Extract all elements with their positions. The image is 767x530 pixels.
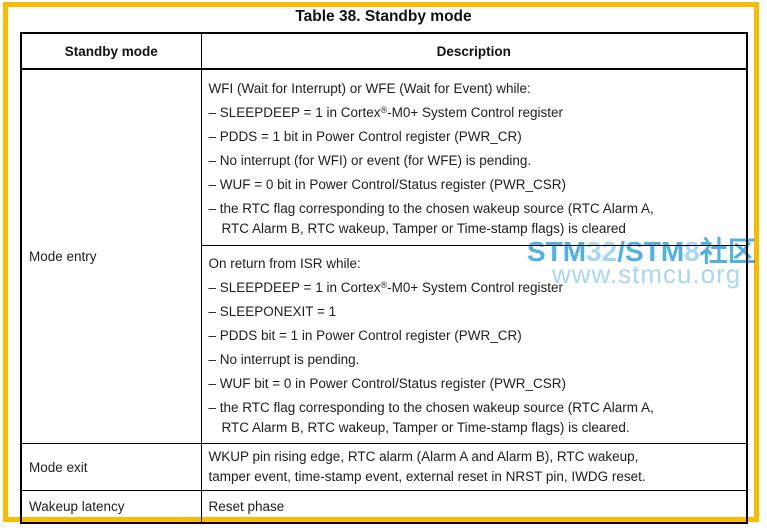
block2-item-sleepdeep: – SLEEPDEEP = 1 in Cortex®-M0+ System Co… bbox=[209, 278, 741, 298]
header-description: Description bbox=[200, 32, 748, 70]
block2-item-sleeponexit: – SLEEPONEXIT = 1 bbox=[208, 303, 337, 319]
block1-item-wuf: – WUF = 0 bit in Power Control/Status re… bbox=[208, 176, 566, 192]
block1-item1-post: -M0+ System Control register bbox=[387, 104, 564, 120]
block1-item-pdds: – PDDS = 1 bit in Power Control register… bbox=[208, 128, 522, 144]
cell-wakeup-latency-label: Wakeup latency bbox=[20, 490, 202, 523]
block1-item-rtc-flag: – the RTC flag corresponding to the chos… bbox=[208, 200, 654, 216]
standby-mode-table: Standby mode Description Mode entry WFI … bbox=[20, 32, 748, 524]
cell-mode-exit-desc: WKUP pin rising edge, RTC alarm (Alarm A… bbox=[200, 443, 748, 491]
cell-mode-entry-block2: On return from ISR while: – SLEEPDEEP = … bbox=[200, 245, 748, 444]
block2-item-no-interrupt: – No interrupt is pending. bbox=[208, 351, 360, 367]
registered-mark: ® bbox=[380, 104, 388, 115]
mode-entry-block2: On return from ISR while: – SLEEPDEEP = … bbox=[209, 254, 741, 438]
table-row-wakeup-latency: Wakeup latency Reset phase bbox=[20, 490, 748, 523]
block1-item-sleepdeep: – SLEEPDEEP = 1 in Cortex®-M0+ System Co… bbox=[209, 103, 741, 123]
table-title: Table 38. Standby mode bbox=[295, 8, 472, 25]
block2-item1-pre: – SLEEPDEEP = 1 in Cortex bbox=[208, 279, 381, 295]
table-header-row: Standby mode Description bbox=[20, 32, 748, 70]
cell-mode-exit-label: Mode exit bbox=[20, 443, 202, 491]
block2-item-pdds: – PDDS bit = 1 in Power Control register… bbox=[208, 327, 522, 343]
mode-exit-line2: tamper event, time-stamp event, external… bbox=[208, 469, 646, 484]
block1-intro: WFI (Wait for Interrupt) or WFE (Wait fo… bbox=[208, 80, 531, 96]
mode-entry-block1: WFI (Wait for Interrupt) or WFE (Wait fo… bbox=[209, 79, 741, 239]
header-standby-mode: Standby mode bbox=[20, 32, 202, 70]
block2-intro: On return from ISR while: bbox=[208, 255, 361, 271]
block1-item-rtc-flag-cont: RTC Alarm B, RTC wakeup, Tamper or Time-… bbox=[221, 220, 626, 236]
block2-item-rtc-flag: – the RTC flag corresponding to the chos… bbox=[208, 399, 654, 415]
cell-mode-entry-label: Mode entry bbox=[20, 68, 202, 444]
table-row-mode-entry-1: Mode entry WFI (Wait for Interrupt) or W… bbox=[20, 68, 748, 444]
block2-item-wuf: – WUF bit = 0 in Power Control/Status re… bbox=[208, 375, 566, 391]
block2-item-rtc-flag-cont: RTC Alarm B, RTC wakeup, Tamper or Time-… bbox=[221, 419, 630, 435]
registered-mark: ® bbox=[380, 279, 388, 290]
block2-item1-post: -M0+ System Control register bbox=[387, 279, 564, 295]
table-row-mode-exit: Mode exit WKUP pin rising edge, RTC alar… bbox=[20, 443, 748, 491]
block1-item1-pre: – SLEEPDEEP = 1 in Cortex bbox=[208, 104, 381, 120]
block1-item-no-interrupt: – No interrupt (for WFI) or event (for W… bbox=[208, 152, 532, 168]
table-row-mode-entry-2: On return from ISR while: – SLEEPDEEP = … bbox=[21, 245, 748, 444]
cell-mode-entry-block1: WFI (Wait for Interrupt) or WFE (Wait fo… bbox=[200, 68, 748, 246]
cell-wakeup-latency-value: Reset phase bbox=[200, 490, 748, 523]
mode-exit-line1: WKUP pin rising edge, RTC alarm (Alarm A… bbox=[208, 449, 639, 464]
